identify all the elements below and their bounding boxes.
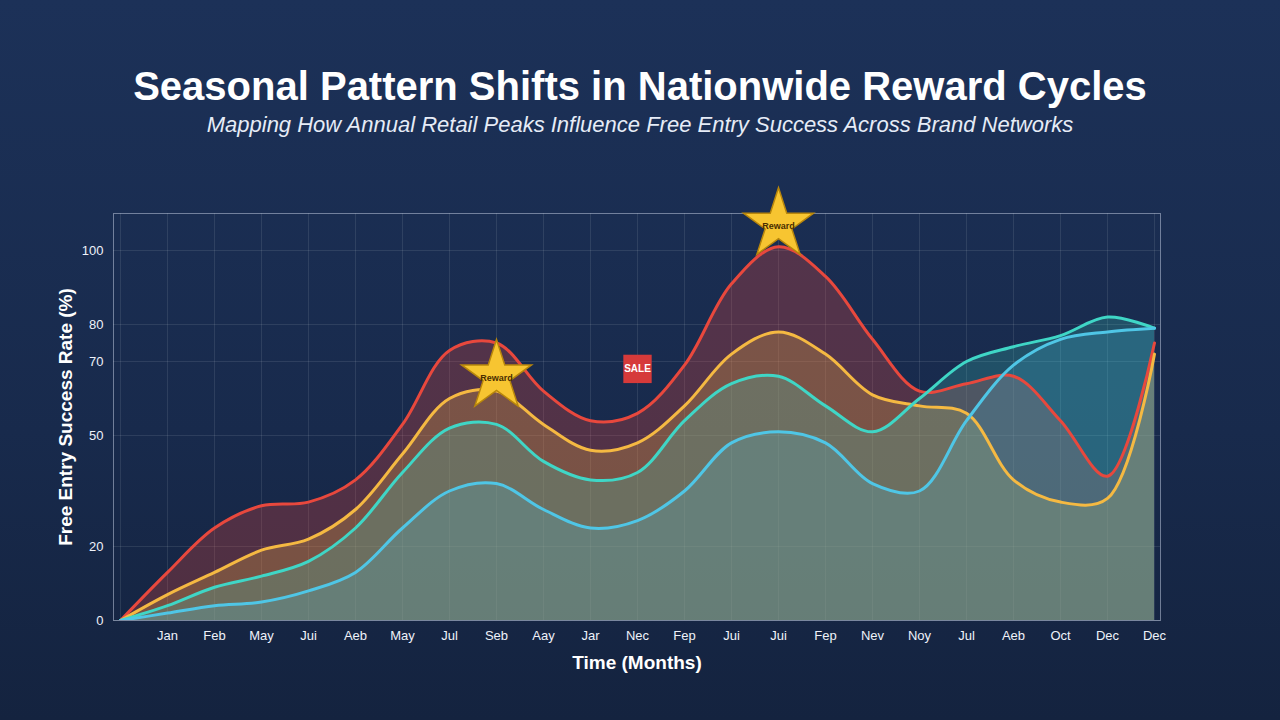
svg-text:Time (Months): Time (Months) <box>572 652 701 673</box>
svg-text:May: May <box>249 628 274 643</box>
svg-text:Jui: Jui <box>770 628 787 643</box>
svg-text:Nev: Nev <box>861 628 885 643</box>
svg-text:Aeb: Aeb <box>1002 628 1025 643</box>
svg-text:SALE: SALE <box>624 363 651 374</box>
svg-text:Jui: Jui <box>723 628 740 643</box>
html-text:Seasonal Pattern Shifts in Nat: Seasonal Pattern Shifts in Nationwide Re… <box>133 64 1147 108</box>
svg-text:50: 50 <box>89 428 103 443</box>
svg-text:Aeb: Aeb <box>344 628 367 643</box>
svg-text:Fep: Fep <box>814 628 836 643</box>
svg-text:Free Entry Success Rate (%): Free Entry Success Rate (%) <box>55 288 76 546</box>
svg-text:May: May <box>390 628 415 643</box>
html-text:Mapping How Annual Retail Peak: Mapping How Annual Retail Peaks Influenc… <box>206 112 1074 137</box>
svg-text:Seb: Seb <box>485 628 508 643</box>
svg-text:Oct: Oct <box>1050 628 1071 643</box>
svg-text:20: 20 <box>89 539 103 554</box>
svg-text:Nec: Nec <box>626 628 650 643</box>
svg-text:Reward: Reward <box>480 373 513 383</box>
svg-text:Jul: Jul <box>958 628 975 643</box>
svg-text:Dec: Dec <box>1143 628 1167 643</box>
svg-text:Dec: Dec <box>1096 628 1120 643</box>
svg-text:Reward: Reward <box>762 221 795 231</box>
svg-text:Noy: Noy <box>908 628 932 643</box>
svg-text:Aay: Aay <box>532 628 555 643</box>
svg-text:Jan: Jan <box>157 628 178 643</box>
svg-text:70: 70 <box>89 354 103 369</box>
svg-text:Fep: Fep <box>673 628 695 643</box>
svg-text:100: 100 <box>82 243 104 258</box>
svg-text:0: 0 <box>96 613 103 628</box>
svg-text:Feb: Feb <box>203 628 225 643</box>
svg-text:80: 80 <box>89 317 103 332</box>
svg-text:Jui: Jui <box>300 628 317 643</box>
svg-text:Jul: Jul <box>441 628 458 643</box>
svg-text:Jar: Jar <box>581 628 600 643</box>
